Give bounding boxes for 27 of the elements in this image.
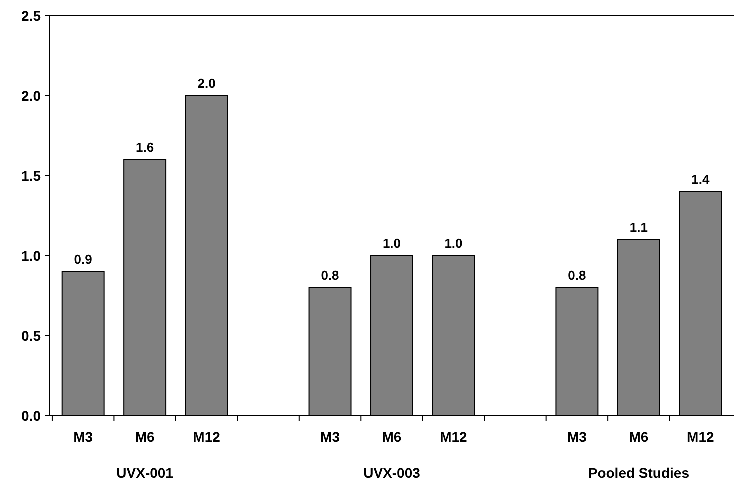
- x-tick-label: M3: [320, 429, 340, 445]
- data-label: 1.1: [630, 220, 648, 235]
- y-tick-label: 0.5: [22, 328, 42, 344]
- x-tick-label: M12: [440, 429, 468, 445]
- y-tick-label: 2.0: [22, 88, 42, 104]
- data-label: 1.4: [692, 172, 710, 187]
- text: UVX-001: [116, 465, 174, 481]
- data-label: 1.0: [444, 236, 463, 251]
- y-tick-label: 2.5: [22, 8, 42, 24]
- data-label: 2.0: [198, 76, 216, 91]
- x-tick-label: M12: [687, 429, 714, 445]
- data-label: 1.0: [382, 236, 402, 251]
- x-tick-label: M12: [193, 429, 221, 445]
- y-tick-label: 0.0: [22, 408, 42, 424]
- x-tick-label: M6: [382, 429, 402, 445]
- data-label: 0.8: [321, 268, 340, 283]
- data-label: 0.9: [74, 252, 92, 267]
- x-tick-label: M6: [135, 429, 156, 445]
- x-tick-label: M6: [629, 429, 649, 445]
- text: UVX-003: [364, 465, 421, 481]
- data-label: 1.6: [136, 140, 154, 155]
- y-tick-label: 1.0: [22, 248, 42, 264]
- x-tick-label: M3: [567, 429, 588, 445]
- data-label: 0.8: [568, 268, 586, 283]
- y-tick-label: 1.5: [22, 168, 42, 184]
- x-tick-label: M3: [74, 429, 94, 445]
- text: Pooled Studies: [588, 465, 690, 481]
